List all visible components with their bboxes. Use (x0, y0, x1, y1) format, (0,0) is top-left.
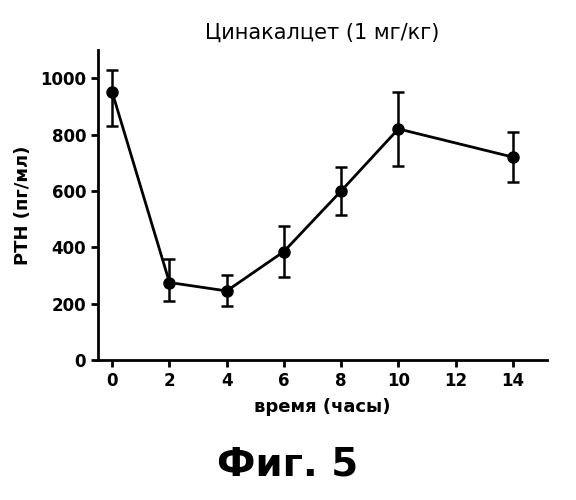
Title: Цинакалцет (1 мг/кг): Цинакалцет (1 мг/кг) (206, 23, 439, 43)
X-axis label: время (часы): время (часы) (255, 398, 391, 416)
Y-axis label: РТН (пг/мл): РТН (пг/мл) (14, 146, 32, 264)
Text: Фиг. 5: Фиг. 5 (217, 446, 359, 484)
